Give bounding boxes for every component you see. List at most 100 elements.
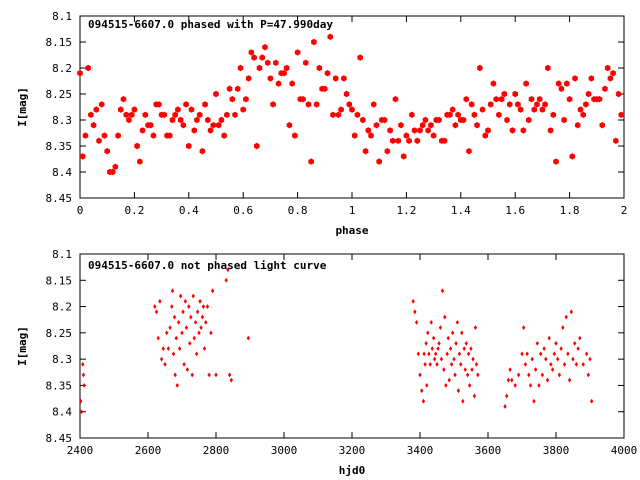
data-point — [395, 137, 401, 144]
data-point — [196, 111, 203, 118]
data-point — [409, 111, 415, 118]
data-point — [613, 137, 619, 144]
data-point — [400, 153, 407, 160]
data-point — [227, 372, 232, 378]
data-point — [281, 70, 287, 77]
x-axis-label: hjd0 — [339, 464, 366, 477]
chart-title: 094515-6607.0 not phased light curve — [88, 259, 327, 272]
data-point — [569, 309, 573, 315]
data-point — [169, 116, 176, 124]
data-point — [610, 70, 616, 77]
data-point — [99, 101, 105, 108]
data-point — [428, 122, 434, 129]
data-point — [88, 111, 94, 118]
data-point — [371, 101, 377, 108]
y-tick-label: 8.3 — [52, 353, 72, 366]
data-point — [267, 75, 274, 82]
data-point — [515, 101, 521, 108]
data-point — [423, 362, 427, 367]
data-point — [199, 148, 206, 155]
data-point — [221, 132, 227, 139]
data-point — [166, 346, 171, 352]
data-point — [418, 372, 422, 378]
data-point — [376, 158, 382, 165]
data-point — [189, 314, 193, 320]
data-point — [126, 116, 132, 124]
y-tick-label: 8.45 — [46, 192, 73, 205]
data-point — [522, 325, 526, 330]
data-point — [498, 96, 505, 103]
data-point — [413, 309, 417, 315]
data-point — [576, 346, 580, 352]
data-point — [604, 64, 611, 72]
x-tick-label: 3600 — [475, 444, 502, 457]
data-point — [506, 377, 511, 383]
data-point — [154, 309, 159, 315]
data-point — [426, 330, 430, 336]
data-point — [120, 96, 127, 103]
y-tick-label: 8.4 — [52, 406, 72, 419]
data-point — [183, 101, 189, 108]
data-point — [170, 288, 175, 294]
data-point — [516, 372, 521, 378]
data-point — [561, 325, 565, 330]
data-point — [332, 75, 339, 82]
data-point — [327, 33, 333, 40]
data-point — [566, 351, 570, 357]
data-point — [273, 59, 279, 66]
data-point — [473, 325, 478, 330]
data-point — [580, 111, 586, 118]
x-tick-label: 2600 — [135, 444, 162, 457]
data-point — [588, 356, 592, 362]
data-point — [425, 383, 429, 388]
data-point — [596, 96, 603, 103]
data-point — [477, 64, 483, 72]
x-tick-label: 2800 — [203, 444, 230, 457]
data-point — [566, 96, 573, 103]
data-point — [96, 137, 102, 144]
data-point — [439, 137, 445, 144]
data-points — [79, 267, 594, 415]
data-point — [207, 127, 214, 134]
data-point — [118, 106, 124, 113]
data-point — [436, 346, 440, 352]
unphased-light-curve-panel: 2400 2600 2800 3000 3200 3400 3600 3800 4000 8.1 8… — [16, 248, 637, 477]
x-tick-label: 4000 — [611, 444, 638, 457]
data-point — [450, 330, 455, 336]
data-point — [210, 288, 215, 294]
y-tick-label: 8.15 — [46, 36, 73, 49]
data-point — [530, 356, 534, 362]
data-point — [508, 367, 512, 373]
data-point — [178, 293, 183, 299]
data-point — [248, 49, 255, 56]
x-tick-label: 0.6 — [233, 204, 253, 217]
data-point — [465, 372, 470, 378]
data-point — [195, 309, 200, 315]
axis-ticks: 0 0.2 0.4 0.6 0.8 1 1.2 1.4 1.6 1.8 2 8.1 8.15 8.2 8.2… — [46, 10, 628, 217]
data-point — [430, 132, 437, 139]
data-point — [464, 340, 468, 346]
x-tick-label: 3800 — [543, 444, 570, 457]
data-point — [256, 64, 263, 72]
data-point — [210, 122, 217, 129]
data-point — [503, 404, 507, 409]
data-point — [411, 127, 418, 134]
data-point — [435, 362, 439, 367]
data-point — [170, 304, 174, 309]
data-point — [161, 111, 168, 118]
data-point — [432, 356, 437, 362]
data-point — [452, 122, 459, 129]
data-point — [455, 111, 461, 118]
data-point — [262, 44, 268, 51]
y-tick-label: 8.3 — [52, 114, 72, 127]
data-point — [142, 111, 149, 118]
data-point — [172, 111, 178, 118]
data-point — [104, 148, 110, 155]
data-point — [209, 330, 213, 336]
data-point — [532, 398, 536, 404]
data-point — [168, 325, 172, 330]
data-point — [544, 356, 548, 362]
data-point — [163, 362, 167, 367]
data-point — [564, 314, 568, 320]
data-point — [354, 111, 361, 118]
